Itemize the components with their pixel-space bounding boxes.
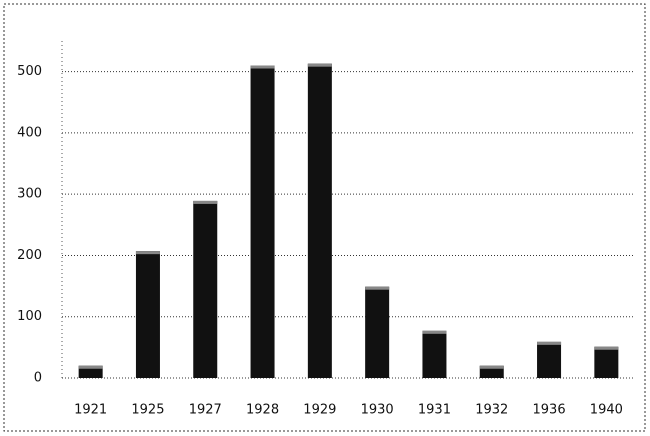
x-tick-label: 1927 [189, 403, 222, 418]
y-tick-label: 100 [17, 309, 42, 324]
bar-top-highlight [594, 346, 619, 350]
bar-top-highlight [250, 65, 275, 69]
bar [365, 286, 390, 378]
bar [537, 341, 562, 378]
bar [135, 251, 160, 378]
bar-top-highlight [135, 251, 160, 255]
x-tick-label: 1932 [475, 403, 508, 418]
y-tick-label: 500 [17, 64, 42, 79]
x-tick-label: 1921 [74, 403, 107, 418]
bar-top-highlight [537, 341, 562, 345]
x-tick-label: 1936 [533, 403, 566, 418]
bar-top-highlight [422, 330, 447, 334]
bar-top-highlight [307, 63, 332, 67]
bar [594, 346, 619, 378]
bar-top-highlight [78, 365, 103, 369]
bar [422, 330, 447, 378]
x-tick-label: 1929 [303, 403, 336, 418]
x-tick-label: 1928 [246, 403, 279, 418]
chart-frame [3, 3, 646, 432]
y-tick-label: 200 [17, 248, 42, 263]
bar-top-highlight [193, 200, 218, 204]
x-tick-label: 1931 [418, 403, 451, 418]
y-tick-label: 400 [17, 125, 42, 140]
bar [307, 63, 332, 379]
y-tick-label: 300 [17, 187, 42, 202]
bar [250, 65, 275, 378]
bar [193, 200, 218, 378]
bar [479, 365, 504, 378]
bar-top-highlight [365, 286, 390, 290]
x-tick-label: 1925 [131, 403, 164, 418]
bar-top-highlight [479, 365, 504, 369]
bar [78, 365, 103, 378]
x-tick-label: 1930 [361, 403, 394, 418]
y-tick-label: 0 [34, 371, 42, 386]
x-tick-label: 1940 [590, 403, 623, 418]
